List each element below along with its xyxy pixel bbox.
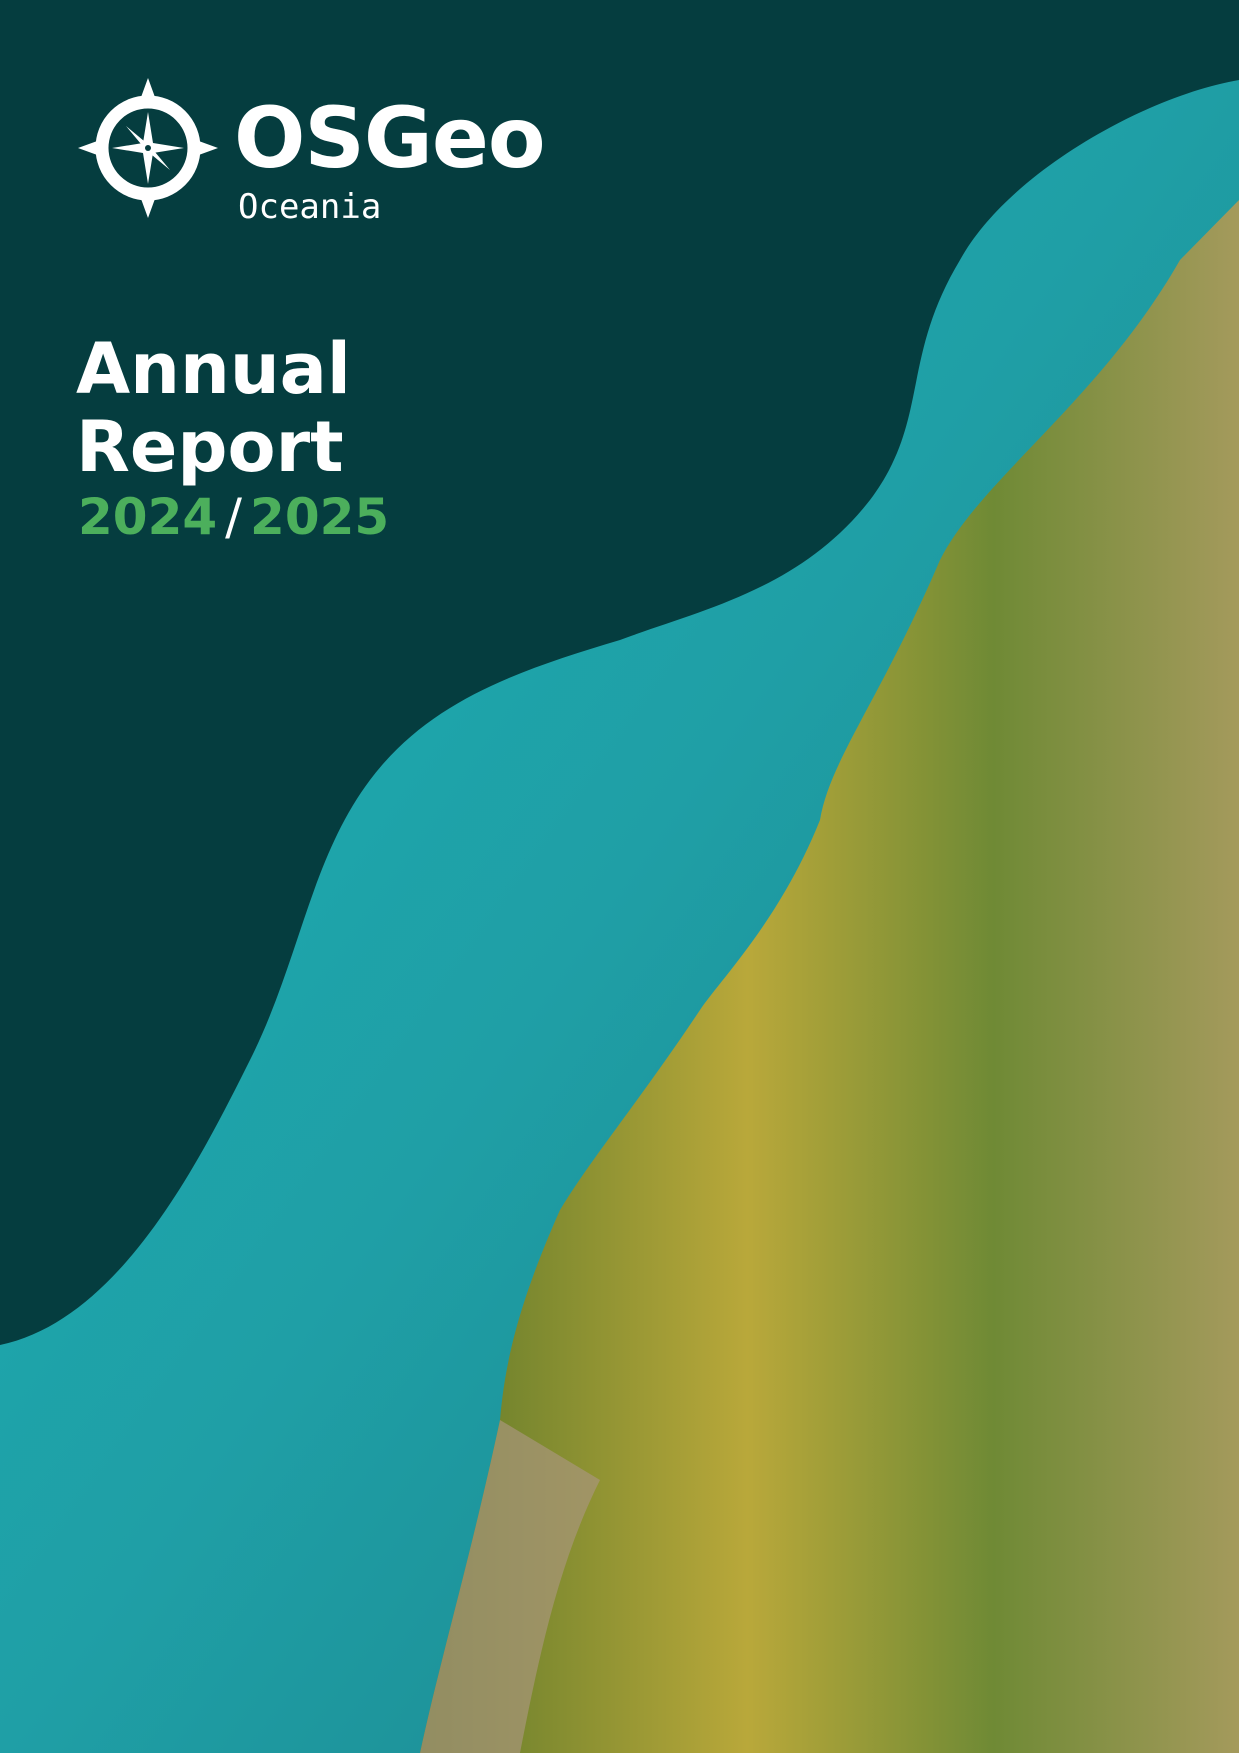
forest [420, 200, 1239, 1753]
title-line-2: Report [76, 406, 344, 488]
year-end: 2025 [250, 488, 390, 546]
year-start: 2024 [78, 488, 218, 546]
compass-rose-icon [78, 78, 218, 218]
shore-rocks [420, 1420, 600, 1753]
brand-region: Oceania [238, 187, 382, 227]
cover-title: Annual Report [76, 330, 351, 486]
title-line-1: Annual [76, 328, 351, 410]
report-years: 2024/2025 [78, 492, 389, 542]
cover-panel [0, 0, 1239, 1345]
brand-name: OSGeo [234, 89, 546, 187]
year-separator: / [225, 488, 243, 546]
